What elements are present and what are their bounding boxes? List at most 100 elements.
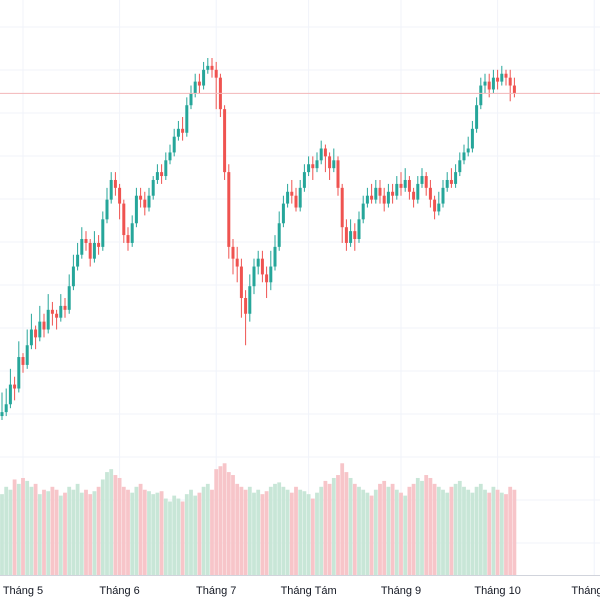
candle-body: [55, 313, 59, 318]
candle-body: [80, 239, 84, 255]
candle-body: [176, 128, 180, 137]
candle-body: [172, 136, 176, 153]
volume-bar: [21, 477, 25, 575]
volume-bar: [201, 486, 206, 575]
candle-body: [491, 77, 495, 90]
candle-body: [269, 266, 273, 283]
candle-body: [193, 81, 197, 94]
volume-bar: [4, 486, 9, 575]
candle-body: [454, 172, 458, 184]
candle-body: [445, 179, 449, 188]
candle-body: [17, 357, 21, 389]
volume-bar: [109, 469, 114, 575]
candle-body: [181, 128, 185, 133]
volume-bar: [54, 489, 59, 575]
candle-body: [25, 345, 29, 365]
volume-bar: [113, 475, 118, 575]
volume-bar: [138, 483, 143, 575]
volume-bar: [365, 492, 370, 575]
x-axis: Tháng 5 Tháng 6 Tháng 7 Tháng Tám Tháng 9 Thá…: [3, 585, 600, 597]
candle-body: [105, 199, 109, 220]
candle-body: [34, 329, 38, 338]
candle-body: [407, 179, 411, 192]
volume-bar: [58, 495, 63, 575]
volume-bar: [399, 492, 403, 575]
volume-bar: [50, 486, 55, 575]
candle-body: [344, 227, 348, 243]
candle-body: [500, 73, 504, 82]
candle-body: [244, 298, 248, 314]
candle-body: [378, 187, 382, 196]
volume-bar: [88, 494, 93, 575]
candle-body: [449, 179, 453, 184]
volume-bar: [386, 486, 391, 575]
volume-bar: [319, 486, 324, 575]
volume-bar: [331, 477, 336, 575]
volume-bar: [8, 489, 13, 575]
volume-bar: [37, 494, 42, 575]
candle-body: [433, 199, 437, 212]
candle-body: [508, 77, 512, 86]
volume-bar: [466, 489, 471, 575]
volume-bar: [163, 498, 168, 575]
candle-body: [382, 195, 386, 204]
candle-body: [412, 191, 416, 200]
volume-bar: [252, 492, 256, 575]
candle-body: [189, 93, 193, 106]
candle-body: [458, 160, 462, 173]
candle-body: [441, 187, 445, 204]
volume-bars: [0, 463, 517, 575]
candle-body: [227, 172, 231, 247]
volume-bar: [285, 489, 290, 575]
candle-body: [42, 321, 46, 330]
candle-body: [13, 384, 17, 389]
candle-body: [113, 179, 117, 188]
candle-body: [76, 254, 80, 267]
candle-body: [428, 187, 432, 200]
candle-body: [8, 384, 12, 405]
candle-body: [483, 81, 487, 86]
candle-body: [252, 266, 256, 287]
volume-bar: [495, 489, 500, 575]
volume-bar: [487, 492, 492, 575]
volume-bar: [474, 486, 479, 575]
candle-body: [479, 85, 483, 106]
volume-bar: [441, 489, 445, 575]
volume-bar: [134, 486, 139, 575]
candle-body: [231, 246, 235, 259]
candle-body: [143, 199, 147, 208]
candle-body: [424, 176, 428, 188]
volume-bar: [172, 495, 177, 575]
candle-body: [437, 203, 441, 212]
volume-bar: [247, 486, 252, 575]
volume-bar: [491, 486, 496, 575]
candle-body: [235, 258, 239, 267]
candle-body: [185, 105, 189, 133]
volume-bar: [407, 486, 412, 575]
x-tick-label: Tháng Tám: [281, 585, 337, 597]
candle-body: [63, 305, 67, 310]
volume-bar: [499, 492, 504, 575]
candle-body: [319, 148, 323, 161]
candle-body: [109, 179, 113, 200]
volume-bar: [449, 486, 454, 575]
candle-body: [311, 164, 315, 169]
candle-body: [340, 187, 344, 228]
volume-bar: [121, 486, 126, 575]
candle-body: [462, 152, 466, 161]
volume-bar: [281, 486, 286, 575]
candle-body: [353, 231, 357, 239]
candle-body: [206, 65, 210, 70]
candle-body: [277, 223, 281, 247]
volume-bar: [155, 492, 160, 575]
volume-bar: [256, 489, 261, 575]
volume-bar: [42, 489, 46, 575]
volume-bar: [289, 492, 294, 575]
candle-body: [160, 172, 164, 177]
candle-body: [361, 203, 365, 220]
candle-body: [504, 73, 508, 78]
candle-body: [470, 128, 474, 149]
candle-body: [294, 195, 298, 208]
candle-body: [374, 187, 378, 200]
